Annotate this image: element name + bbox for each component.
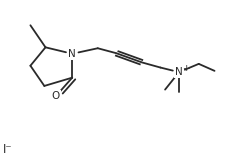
Text: N: N [68,49,76,59]
Text: +: + [181,64,188,73]
Text: N: N [174,67,182,77]
Text: I⁻: I⁻ [2,143,12,156]
Text: O: O [52,91,60,101]
